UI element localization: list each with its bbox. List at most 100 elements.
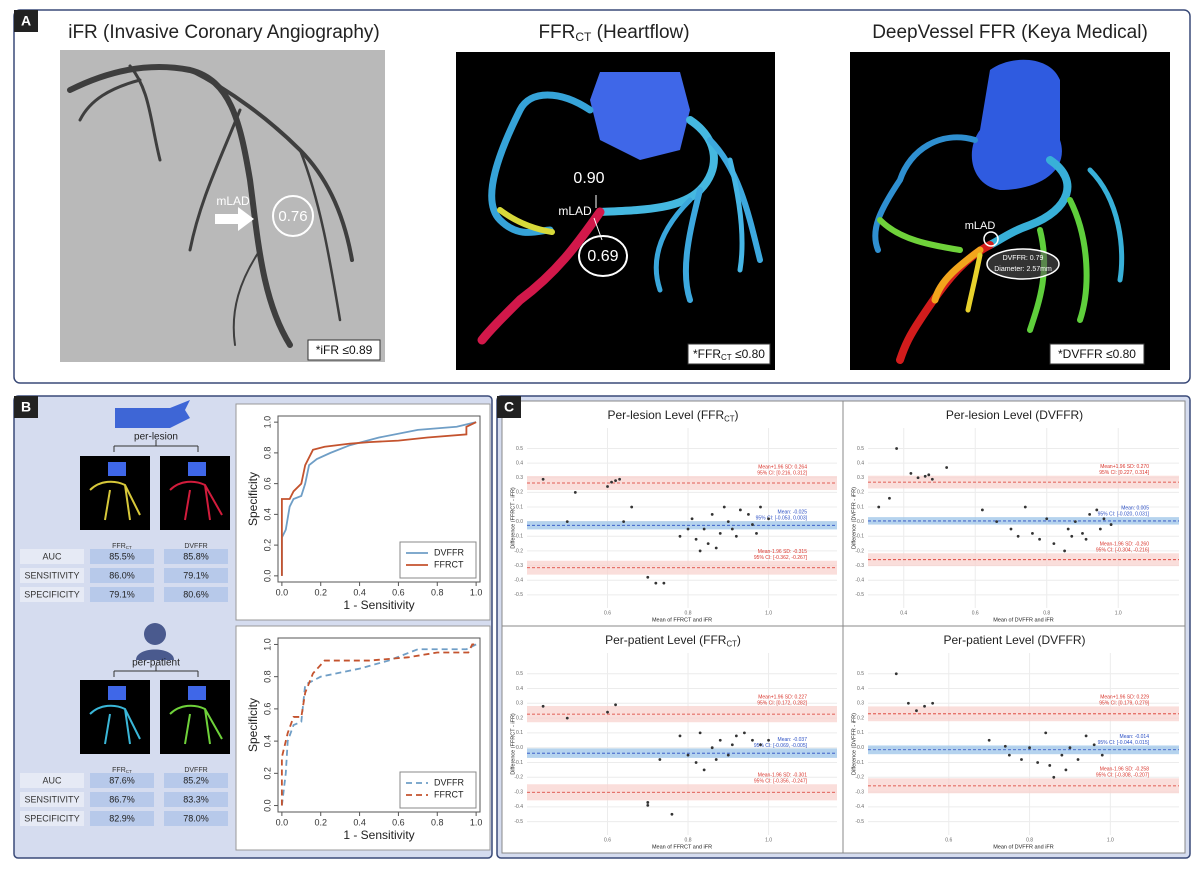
chart-title: Per-patient Level (DVFFR) bbox=[943, 633, 1085, 647]
plot-frame bbox=[277, 637, 481, 813]
data-point bbox=[1031, 531, 1034, 535]
data-point bbox=[658, 758, 662, 761]
data-point bbox=[694, 537, 698, 541]
ffrct-distal: 0.69 bbox=[587, 248, 618, 265]
data-point bbox=[916, 476, 920, 480]
ffrct-vessels bbox=[477, 91, 763, 345]
data-point bbox=[1092, 743, 1096, 747]
roc-curve bbox=[280, 421, 477, 576]
threshold-label: *DVFFR ≤0.80 bbox=[1058, 347, 1136, 361]
value-circle bbox=[578, 235, 628, 277]
y-tick-label: -0.5 bbox=[514, 819, 523, 825]
x-tick-label: 1.0 bbox=[1107, 837, 1114, 843]
image-title: iFR (Invasive Coronary Angiography) bbox=[68, 22, 380, 43]
data-point bbox=[714, 546, 718, 550]
y-tick-label: 0.2 bbox=[857, 490, 864, 496]
y-tick-label: 0.0 bbox=[857, 745, 864, 751]
data-point bbox=[915, 709, 918, 713]
text-part: ) bbox=[737, 633, 741, 647]
threshold-label: *iFR ≤0.89 bbox=[316, 343, 373, 357]
metric-label: SENSITIVITY bbox=[24, 794, 79, 804]
metric-cell bbox=[20, 587, 84, 602]
y-tick-label: 0.1 bbox=[516, 504, 523, 510]
y-tick-label: 0.0 bbox=[516, 745, 523, 751]
lesion-arrow bbox=[215, 207, 254, 231]
y-tick-label: -0.4 bbox=[514, 578, 523, 584]
data-point bbox=[726, 520, 730, 524]
data-point bbox=[573, 490, 577, 494]
ci-label: 95% CI: [-0.053, 0.003] bbox=[756, 516, 808, 522]
y-tick-label: -0.1 bbox=[514, 760, 523, 766]
metric-label: AUC bbox=[42, 551, 62, 561]
reference-label: Mean-1.96 SD: -0.258 bbox=[1100, 767, 1149, 773]
data-point bbox=[767, 517, 770, 521]
angiography-vessels bbox=[67, 63, 354, 348]
data-point bbox=[1009, 527, 1013, 531]
data-point bbox=[1109, 523, 1113, 526]
legend-label: FFRCT bbox=[434, 559, 464, 569]
data-point bbox=[759, 505, 762, 509]
aorta-model bbox=[590, 72, 690, 160]
data-point bbox=[734, 534, 738, 538]
x-tick-label: 1.0 bbox=[470, 817, 483, 827]
x-tick-label: 0.8 bbox=[1043, 610, 1050, 616]
data-point bbox=[710, 512, 714, 516]
angiography-image bbox=[60, 50, 385, 362]
y-tick-label: 0.2 bbox=[516, 715, 523, 721]
data-point bbox=[759, 743, 762, 747]
ci-label: 95% CI: [-0.044, 0.015] bbox=[1098, 740, 1150, 746]
data-point bbox=[1070, 534, 1074, 538]
data-point bbox=[923, 474, 927, 478]
x-axis-label: Mean of DVFFR and iFR bbox=[993, 844, 1054, 850]
data-point bbox=[1076, 758, 1080, 761]
ci-label: 95% CI: [0.216, 0.312] bbox=[757, 470, 807, 476]
data-point bbox=[718, 531, 722, 535]
threshold-label: *FFRCT ≤0.80 bbox=[693, 347, 765, 362]
data-point bbox=[923, 704, 926, 708]
data-point bbox=[670, 812, 674, 816]
ci-label: 95% CI: [0.179, 0.279] bbox=[1099, 701, 1149, 707]
data-point bbox=[686, 527, 690, 531]
value-cell bbox=[90, 773, 154, 788]
metric-label: SPECIFICITY bbox=[24, 813, 80, 823]
data-point bbox=[1052, 775, 1056, 779]
data-point bbox=[606, 710, 609, 714]
group-label: per-patient bbox=[132, 658, 180, 669]
y-axis-label: Difference (DVFFR - iFR) bbox=[851, 487, 857, 549]
column-header: DVFFR bbox=[184, 543, 207, 550]
x-tick-label: 0.6 bbox=[392, 587, 405, 597]
table-value: 78.0% bbox=[183, 813, 209, 823]
y-tick-label: 0.3 bbox=[857, 475, 864, 481]
data-point bbox=[678, 734, 682, 738]
image-title: FFRCT (Heartflow) bbox=[538, 22, 689, 44]
plot-frame bbox=[277, 415, 481, 583]
data-point bbox=[622, 520, 626, 524]
x-tick-label: 0.8 bbox=[431, 817, 444, 827]
ci-label: 95% CI: [-0.362, -0.267] bbox=[754, 555, 808, 561]
metric-cell bbox=[20, 549, 84, 564]
text-part: Per-lesion Level (FFR bbox=[607, 408, 724, 422]
data-point bbox=[541, 477, 545, 481]
y-tick-label: -0.2 bbox=[514, 775, 523, 781]
text-part: Per-lesion Level (DVFFR) bbox=[946, 408, 1083, 422]
panel-label: C bbox=[504, 399, 514, 415]
panel-label: A bbox=[21, 13, 31, 29]
ci-label: 95% CI: [-0.069, -0.005] bbox=[754, 743, 808, 749]
threshold-box bbox=[307, 339, 381, 361]
data-point bbox=[877, 505, 881, 509]
y-tick-label: 0.2 bbox=[262, 767, 272, 780]
data-point bbox=[730, 743, 734, 747]
x-tick-label: 0.4 bbox=[353, 587, 366, 597]
legend-box bbox=[399, 771, 477, 809]
data-point bbox=[1095, 508, 1099, 512]
x-tick-label: 0.2 bbox=[314, 587, 327, 597]
value-cell bbox=[90, 587, 154, 602]
data-point bbox=[755, 531, 758, 535]
legend-label: DVFFR bbox=[434, 547, 464, 557]
y-axis-label: Difference (FFRCT - iFR) bbox=[510, 713, 516, 775]
lesion-label: mLAD bbox=[558, 204, 592, 218]
y-tick-label: 0.4 bbox=[262, 508, 272, 521]
data-point bbox=[690, 517, 694, 521]
